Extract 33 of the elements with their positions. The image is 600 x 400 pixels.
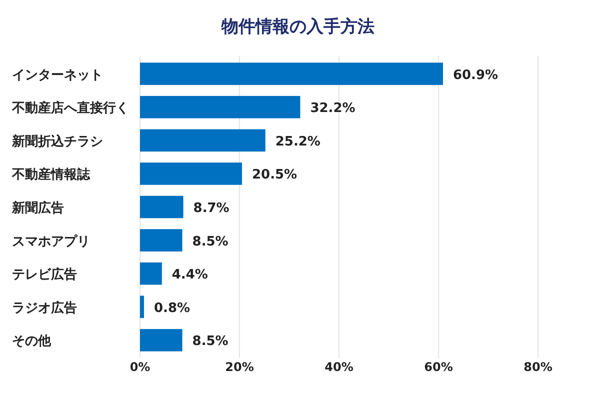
chart-title: 物件情報の入手方法 — [220, 17, 374, 37]
bar — [140, 296, 144, 318]
data-label: 4.4% — [172, 268, 208, 283]
bar — [140, 129, 266, 152]
data-label: 20.5% — [252, 168, 298, 183]
x-tick-label: 60% — [424, 360, 453, 374]
bar — [140, 329, 182, 352]
data-label: 8.5% — [192, 334, 228, 350]
x-tick-label: 0% — [130, 360, 150, 374]
y-tick-label: テレビ広告 — [12, 266, 77, 283]
data-label: 25.2% — [275, 134, 320, 150]
data-label: 60.9% — [452, 68, 498, 83]
y-tick-label: 不動産情報誌 — [11, 166, 91, 183]
x-tick-label: 80% — [524, 360, 552, 374]
data-label: 32.2% — [310, 101, 356, 116]
bar — [140, 196, 184, 218]
data-label: 0.8% — [154, 300, 190, 316]
bar — [140, 162, 242, 185]
x-tick-label: 40% — [324, 360, 354, 374]
bar — [140, 262, 162, 285]
y-tick-label: スマホアプリ — [12, 233, 90, 250]
y-tick-label: 新聞広告 — [11, 200, 64, 216]
y-tick-label: 不動産店へ直接行く — [11, 100, 129, 116]
bar — [140, 62, 443, 85]
bar — [140, 96, 300, 118]
data-label: 8.7% — [193, 201, 230, 216]
y-tick-label: その他 — [12, 334, 52, 350]
y-tick-label: ラジオ広告 — [12, 300, 77, 316]
bar — [140, 229, 182, 252]
data-label: 8.5% — [192, 234, 228, 250]
x-tick-label: 20% — [225, 360, 254, 374]
y-tick-label: インターネット — [12, 68, 103, 83]
y-tick-label: 新聞折込チラシ — [11, 133, 103, 150]
